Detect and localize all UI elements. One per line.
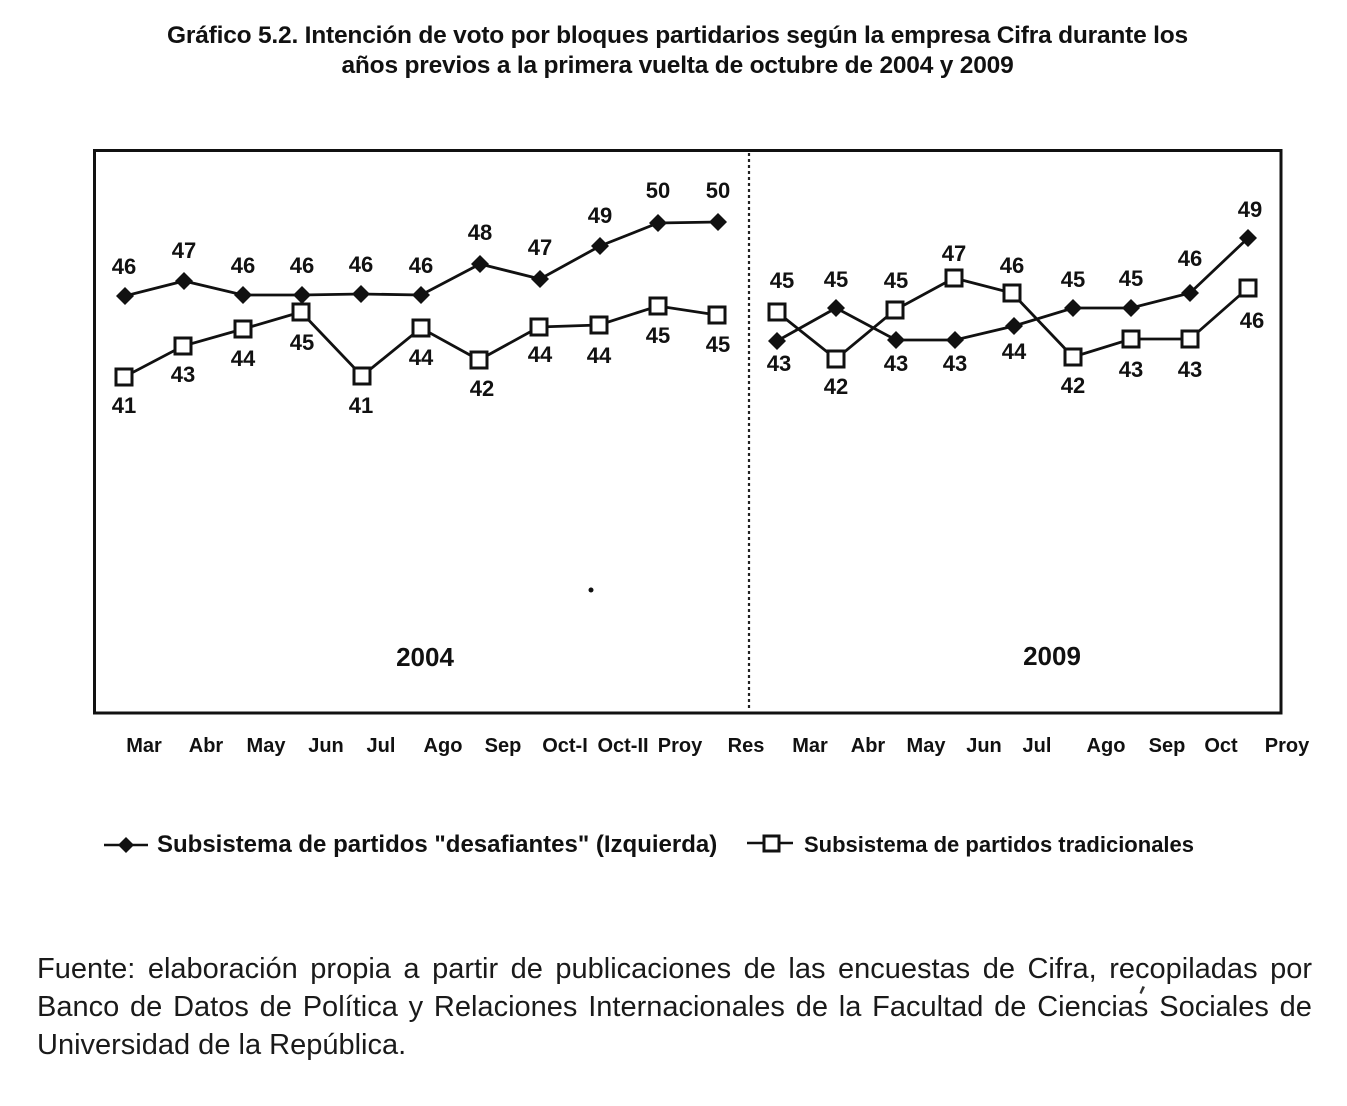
svg-text:46: 46 <box>1000 253 1024 278</box>
svg-text:Jun: Jun <box>966 735 1002 757</box>
svg-text:45: 45 <box>884 268 908 293</box>
svg-text:45: 45 <box>770 268 794 293</box>
svg-text:2009: 2009 <box>1023 641 1081 671</box>
svg-text:Jun: Jun <box>308 735 344 757</box>
svg-text:Sep: Sep <box>1149 735 1186 757</box>
svg-text:44: 44 <box>587 343 612 368</box>
svg-text:Jul: Jul <box>1023 735 1052 757</box>
svg-text:45: 45 <box>824 267 848 292</box>
svg-text:Sep: Sep <box>485 735 522 757</box>
svg-text:Oct-II: Oct-II <box>597 735 648 757</box>
svg-text:43: 43 <box>884 351 908 376</box>
svg-text:43: 43 <box>943 351 967 376</box>
svg-text:42: 42 <box>1061 373 1085 398</box>
svg-text:Oct-I: Oct-I <box>542 735 588 757</box>
svg-text:45: 45 <box>290 330 314 355</box>
svg-text:45: 45 <box>646 323 670 348</box>
svg-text:Abr: Abr <box>189 735 224 757</box>
svg-text:45: 45 <box>706 332 730 357</box>
svg-text:47: 47 <box>172 238 196 263</box>
svg-text:41: 41 <box>112 393 136 418</box>
svg-text:Res: Res <box>728 735 765 757</box>
svg-text:44: 44 <box>409 345 434 370</box>
svg-text:46: 46 <box>290 253 314 278</box>
svg-text:45: 45 <box>1119 266 1143 291</box>
svg-text:2004: 2004 <box>396 642 454 672</box>
svg-text:43: 43 <box>171 362 195 387</box>
svg-text:Ago: Ago <box>424 735 463 757</box>
svg-text:44: 44 <box>528 342 553 367</box>
svg-text:50: 50 <box>646 178 670 203</box>
svg-text:Proy: Proy <box>1265 735 1310 757</box>
svg-text:48: 48 <box>468 220 492 245</box>
svg-text:44: 44 <box>1002 339 1027 364</box>
svg-text:42: 42 <box>470 376 494 401</box>
svg-text:43: 43 <box>1178 357 1202 382</box>
svg-text:Jul: Jul <box>367 735 396 757</box>
svg-text:Mar: Mar <box>792 735 828 757</box>
svg-text:45: 45 <box>1061 267 1085 292</box>
svg-text:46: 46 <box>409 253 433 278</box>
svg-text:Ago: Ago <box>1087 735 1126 757</box>
svg-text:50: 50 <box>706 178 730 203</box>
svg-text:46: 46 <box>1178 246 1202 271</box>
svg-text:May: May <box>907 735 947 757</box>
svg-text:42: 42 <box>824 374 848 399</box>
svg-text:Mar: Mar <box>126 735 162 757</box>
svg-text:Proy: Proy <box>658 735 703 757</box>
svg-text:46: 46 <box>1240 308 1264 333</box>
svg-text:Oct: Oct <box>1204 735 1238 757</box>
svg-text:43: 43 <box>1119 357 1143 382</box>
svg-text:41: 41 <box>349 393 373 418</box>
svg-text:Abr: Abr <box>851 735 886 757</box>
svg-text:46: 46 <box>349 252 373 277</box>
svg-text:47: 47 <box>942 241 966 266</box>
svg-text:46: 46 <box>231 253 255 278</box>
svg-text:46: 46 <box>112 254 136 279</box>
svg-text:49: 49 <box>1238 197 1262 222</box>
svg-text:44: 44 <box>231 346 256 371</box>
svg-text:May: May <box>247 735 287 757</box>
svg-text:49: 49 <box>588 203 612 228</box>
svg-text:47: 47 <box>528 235 552 260</box>
svg-text:43: 43 <box>767 351 791 376</box>
